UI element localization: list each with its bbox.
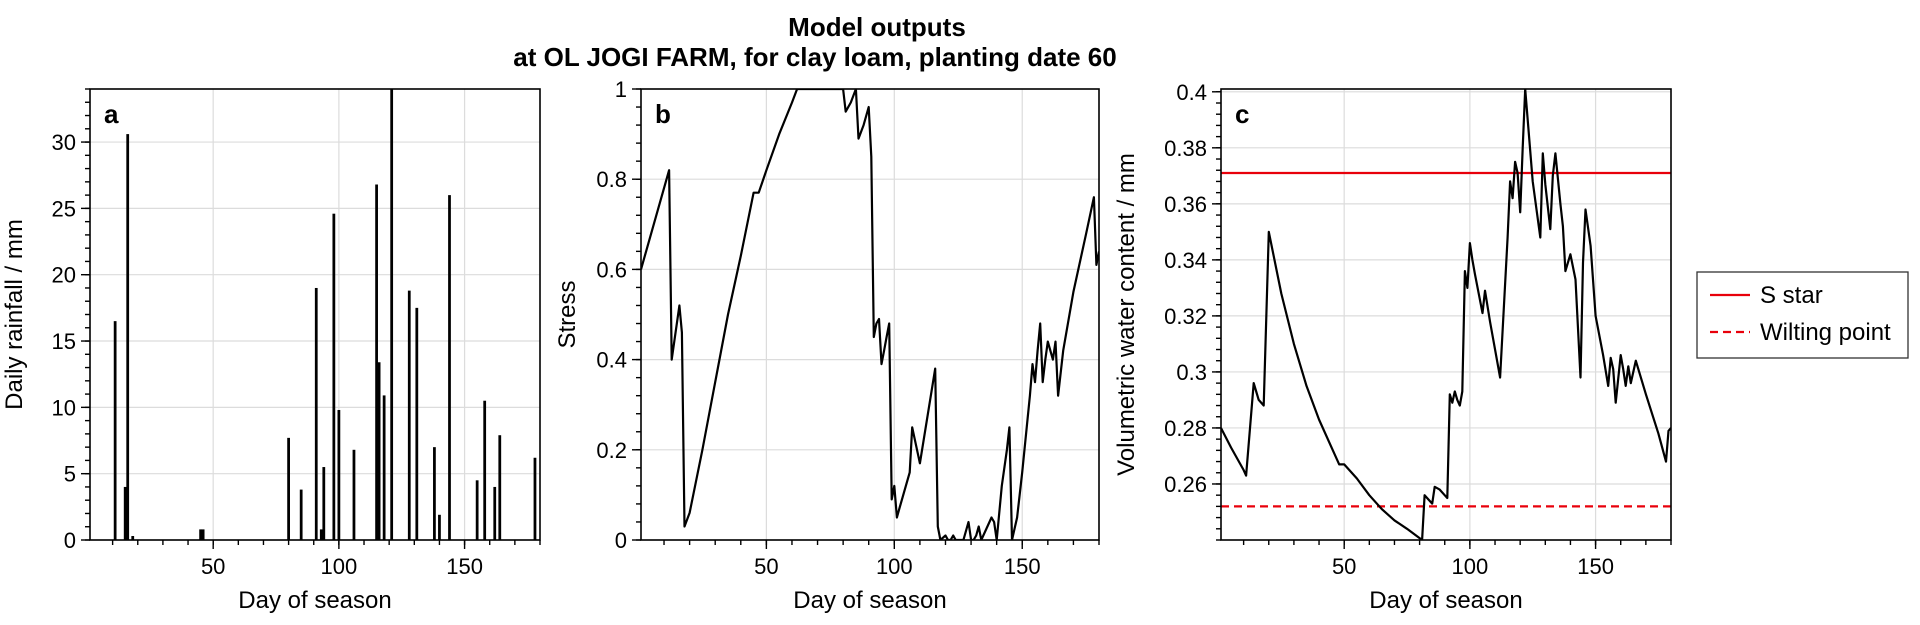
rainfall-bar — [375, 185, 378, 540]
y-tick-label: 20 — [52, 263, 76, 288]
figure-title-line2: at OL JOGI FARM, for clay loam, planting… — [513, 42, 1116, 72]
rainfall-bar — [126, 134, 129, 540]
y-tick-label: 0.34 — [1164, 248, 1207, 273]
legend: S star Wilting point — [1697, 272, 1908, 358]
series-line — [1221, 89, 1671, 540]
x-axis-label: Day of season — [1369, 587, 1522, 614]
rainfall-bar — [534, 458, 537, 540]
rainfall-bar — [300, 490, 303, 540]
x-tick-label: 150 — [1004, 554, 1041, 579]
plot-area — [1221, 89, 1671, 540]
y-tick-label: 30 — [52, 130, 76, 155]
x-axis-label: Day of season — [238, 587, 391, 614]
plot-area — [114, 89, 537, 540]
rainfall-bar — [322, 467, 325, 540]
y-tick-label: 0.36 — [1164, 192, 1207, 217]
y-tick-label: 10 — [52, 395, 76, 420]
y-tick-label: 0.38 — [1164, 136, 1207, 161]
x-tick-label: 50 — [201, 554, 225, 579]
panel-c-water-content: 50 100 150 0.26 0.28 0.3 0.32 0.34 0.36 0.38 0.4 Da… — [1113, 80, 1671, 614]
rainfall-bar — [287, 438, 290, 540]
y-tick-label: 0.4 — [596, 348, 627, 373]
rainfall-bar — [448, 195, 451, 540]
rainfall-bar — [315, 288, 318, 540]
x-tick-label: 150 — [1577, 554, 1614, 579]
rainfall-bar — [114, 321, 117, 540]
y-tick-label: 1 — [615, 77, 627, 102]
x-tick-label: 50 — [754, 554, 778, 579]
rainfall-bar — [493, 487, 496, 540]
x-tick-label: 150 — [446, 554, 483, 579]
x-tick-label: 100 — [876, 554, 913, 579]
series-line — [641, 89, 1099, 540]
y-axis-label: Daily rainfall / mm — [1, 219, 28, 410]
y-tick-label: 0 — [64, 528, 76, 553]
x-tick-label: 50 — [1332, 554, 1356, 579]
figure-title-line1: Model outputs — [788, 12, 966, 42]
rainfall-bar — [320, 529, 323, 540]
x-tick-label: 100 — [1452, 554, 1489, 579]
panel-letter: b — [655, 99, 671, 129]
panel-a-rainfall: 50 100 150 0 5 10 15 20 25 30 Day of season Daily r… — [1, 89, 540, 614]
axes-frame — [1221, 89, 1671, 540]
rainfall-bar — [332, 214, 335, 540]
y-tick-label: 15 — [52, 329, 76, 354]
y-tick-label: 0.2 — [596, 438, 627, 463]
rainfall-bar — [476, 480, 479, 540]
y-axis-label: Volumetric water content / mm — [1113, 153, 1140, 476]
rainfall-bar — [433, 447, 436, 540]
rainfall-bar — [202, 529, 205, 540]
rainfall-bar — [383, 395, 386, 540]
y-tick-label: 0.3 — [1176, 360, 1207, 385]
rainfall-bar — [438, 515, 441, 540]
rainfall-bar — [378, 362, 381, 540]
y-tick-label: 25 — [52, 196, 76, 221]
plot-area — [641, 89, 1099, 540]
panel-letter: c — [1235, 99, 1249, 129]
y-axis-label: Stress — [554, 280, 581, 348]
y-tick-label: 0.8 — [596, 167, 627, 192]
y-tick-label: 0.4 — [1176, 80, 1207, 105]
panel-b-stress: 50 100 150 0 0.2 0.4 0.6 0.8 1 Day of season Stres… — [554, 77, 1099, 614]
rainfall-bar — [408, 291, 411, 540]
axes-frame — [641, 89, 1099, 540]
rainfall-bar — [353, 450, 356, 540]
x-axis-label: Day of season — [793, 587, 946, 614]
legend-wilting-point-label: Wilting point — [1760, 319, 1891, 346]
y-tick-label: 0.6 — [596, 257, 627, 282]
rainfall-bar — [483, 401, 486, 540]
y-tick-label: 0.28 — [1164, 416, 1207, 441]
legend-s-star-label: S star — [1760, 282, 1823, 309]
panel-letter: a — [104, 99, 119, 129]
y-tick-label: 0 — [615, 528, 627, 553]
rainfall-bar — [415, 308, 418, 540]
rainfall-bar — [338, 410, 341, 540]
rainfall-bar — [199, 529, 202, 540]
x-tick-label: 100 — [321, 554, 358, 579]
y-tick-label: 0.26 — [1164, 472, 1207, 497]
rainfall-bar — [390, 89, 393, 540]
y-tick-label: 0.32 — [1164, 304, 1207, 329]
rainfall-bar — [124, 487, 127, 540]
y-tick-label: 5 — [64, 462, 76, 487]
rainfall-bar — [498, 435, 501, 540]
